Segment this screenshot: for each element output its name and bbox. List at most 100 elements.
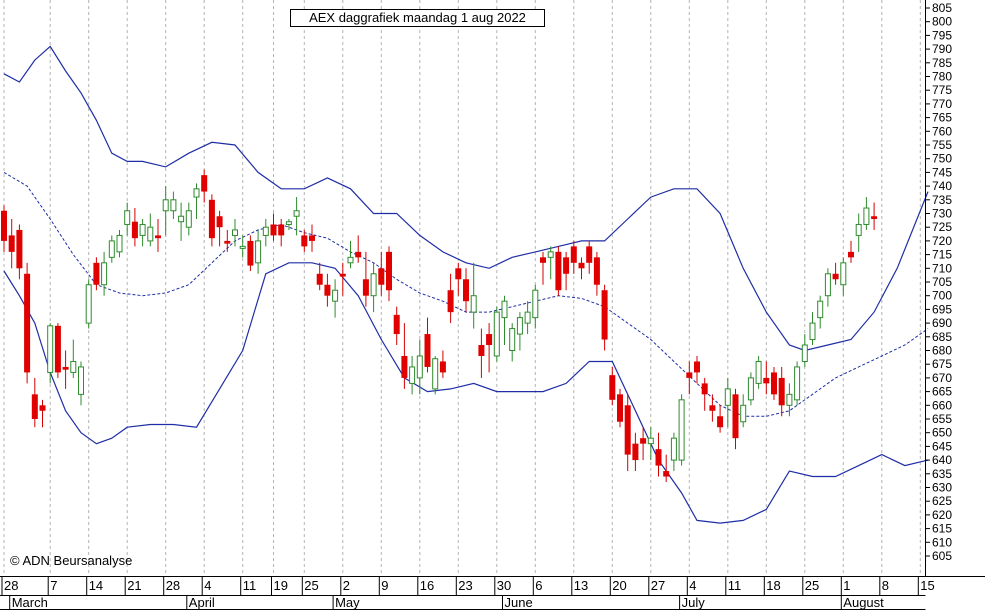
candle-body xyxy=(101,262,108,286)
y-tick-label: 635 xyxy=(932,467,952,481)
x-tick-label: 7 xyxy=(50,578,57,593)
candle xyxy=(447,273,454,324)
candle xyxy=(540,251,546,285)
candle-body xyxy=(463,279,469,302)
candle xyxy=(247,235,254,272)
candle xyxy=(532,284,539,329)
candle-body xyxy=(601,290,608,340)
candle-body xyxy=(8,235,15,252)
x-tick-label: 8 xyxy=(882,578,889,593)
candle-body xyxy=(208,199,215,239)
candle xyxy=(309,224,315,252)
candle xyxy=(809,312,816,346)
candle-body xyxy=(747,377,754,401)
candle-body xyxy=(439,361,446,373)
candle xyxy=(486,323,493,373)
candle-body xyxy=(578,262,585,269)
y-tick-label: 730 xyxy=(932,207,952,221)
candle-body xyxy=(863,207,870,225)
x-tick-label: 4 xyxy=(689,578,696,593)
candle-body xyxy=(701,383,708,395)
candle xyxy=(824,268,831,307)
candle xyxy=(293,197,300,236)
candle-body xyxy=(678,399,685,461)
candle-body xyxy=(347,256,354,264)
candle xyxy=(817,295,824,329)
candle xyxy=(170,191,177,219)
candle xyxy=(16,224,23,280)
candle-body xyxy=(470,295,477,313)
y-tick-label: 800 xyxy=(932,15,952,29)
x-tick-label: 28 xyxy=(166,578,180,593)
candle-body xyxy=(293,210,300,217)
x-tick-label: 13 xyxy=(574,578,588,593)
candle xyxy=(832,262,839,285)
month-label: July xyxy=(682,595,706,610)
candle xyxy=(24,262,31,384)
candle xyxy=(409,355,416,395)
candle xyxy=(647,427,654,461)
candle xyxy=(848,240,854,263)
candle xyxy=(332,279,339,318)
candle-body xyxy=(370,273,377,297)
candle-body xyxy=(339,273,346,277)
candle-body xyxy=(455,268,462,280)
candle-body xyxy=(216,216,223,228)
candle-body xyxy=(1,210,7,241)
candle-body xyxy=(524,311,531,324)
y-tick-label: 675 xyxy=(932,357,952,371)
candle-body xyxy=(262,226,269,236)
candle xyxy=(339,262,346,296)
candle-body xyxy=(147,226,154,242)
candle-body xyxy=(39,405,46,411)
x-tick-label: 21 xyxy=(127,578,141,593)
candle xyxy=(116,229,123,258)
candle xyxy=(278,218,285,247)
y-tick-label: 765 xyxy=(932,111,952,125)
candle xyxy=(555,246,562,296)
candle-body xyxy=(54,325,61,373)
candle xyxy=(663,454,670,483)
bollinger-upper-band xyxy=(3,45,929,352)
month-label: April xyxy=(189,595,215,610)
y-tick-label: 795 xyxy=(932,28,952,42)
candle xyxy=(747,372,754,406)
y-tick-label: 775 xyxy=(932,83,952,97)
candle-body xyxy=(124,210,131,225)
candle xyxy=(732,388,739,450)
candle xyxy=(801,334,808,367)
candle xyxy=(78,361,84,406)
candle xyxy=(85,279,92,329)
candle-body xyxy=(409,366,416,384)
candle-body xyxy=(47,325,54,373)
candle-body xyxy=(178,215,185,223)
y-tick-label: 745 xyxy=(932,165,952,179)
candle-body xyxy=(694,361,700,373)
candle xyxy=(509,323,516,362)
y-tick-label: 735 xyxy=(932,193,952,207)
candle xyxy=(547,246,554,280)
candle xyxy=(147,213,154,247)
candle xyxy=(178,202,185,241)
candle xyxy=(632,432,639,472)
y-tick-label: 670 xyxy=(932,371,952,385)
candle-body xyxy=(493,311,500,357)
candle-body xyxy=(285,221,292,225)
candle xyxy=(108,235,115,263)
candle-body xyxy=(378,268,385,285)
x-tick-label: 1 xyxy=(843,578,850,593)
candle xyxy=(31,377,38,428)
candle-body xyxy=(501,300,508,319)
candle xyxy=(501,295,508,346)
candle-body xyxy=(478,345,485,356)
candle-body xyxy=(24,273,31,373)
candle xyxy=(778,366,785,417)
candle xyxy=(724,377,731,428)
candle-body xyxy=(516,317,523,335)
x-tick-label: 15 xyxy=(920,578,934,593)
candle xyxy=(70,339,77,378)
y-tick-label: 760 xyxy=(932,124,952,138)
candle xyxy=(1,205,7,252)
candle-body xyxy=(309,235,315,241)
candle xyxy=(285,218,292,230)
